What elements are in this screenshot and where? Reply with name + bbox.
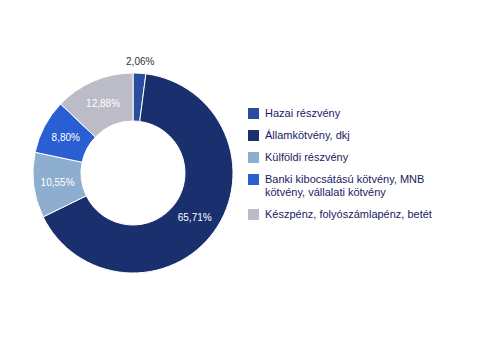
html-text:Készpénz, folyószámlapénz, bet: Készpénz, folyószámlapénz, betét (265, 207, 432, 220)
html-text:Államkötvény, dkj: Államkötvény, dkj (265, 128, 350, 141)
svg-text:8,80%: 8,80% (52, 132, 80, 143)
html-text:kötvény, vállalati kötvény: kötvény, vállalati kötvény (265, 185, 386, 198)
svg-text:12,88%: 12,88% (86, 98, 120, 109)
html-text:Banki kibocsátású kötvény, MNB: Banki kibocsátású kötvény, MNB (265, 172, 425, 185)
svg-text:10,55%: 10,55% (41, 177, 75, 188)
svg-text:65,71%: 65,71% (178, 212, 212, 223)
svg-text:2,06%: 2,06% (126, 56, 154, 67)
html-text:Hazai részvény: Hazai részvény (265, 106, 341, 119)
html-text:Külföldi részvény: Külföldi részvény (265, 150, 349, 163)
